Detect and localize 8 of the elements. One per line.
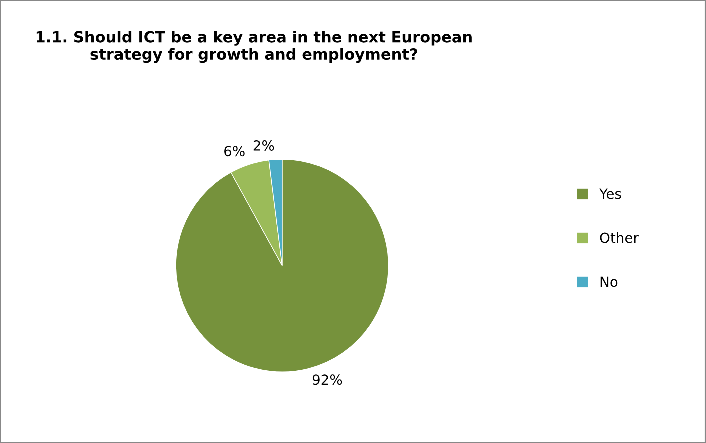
- data-label: 6%: [224, 146, 245, 157]
- chart-title: 1.1. Should ICT be a key area in the next European strategy for growth and employment?: [36, 31, 472, 64]
- data-label: 2%: [254, 140, 274, 151]
- pie-slice: [176, 159, 390, 372]
- data-label: 92%: [312, 374, 342, 386]
- legend-label: No: [600, 276, 618, 288]
- legend-label: Yes: [599, 188, 622, 200]
- legend-label: Other: [600, 232, 639, 244]
